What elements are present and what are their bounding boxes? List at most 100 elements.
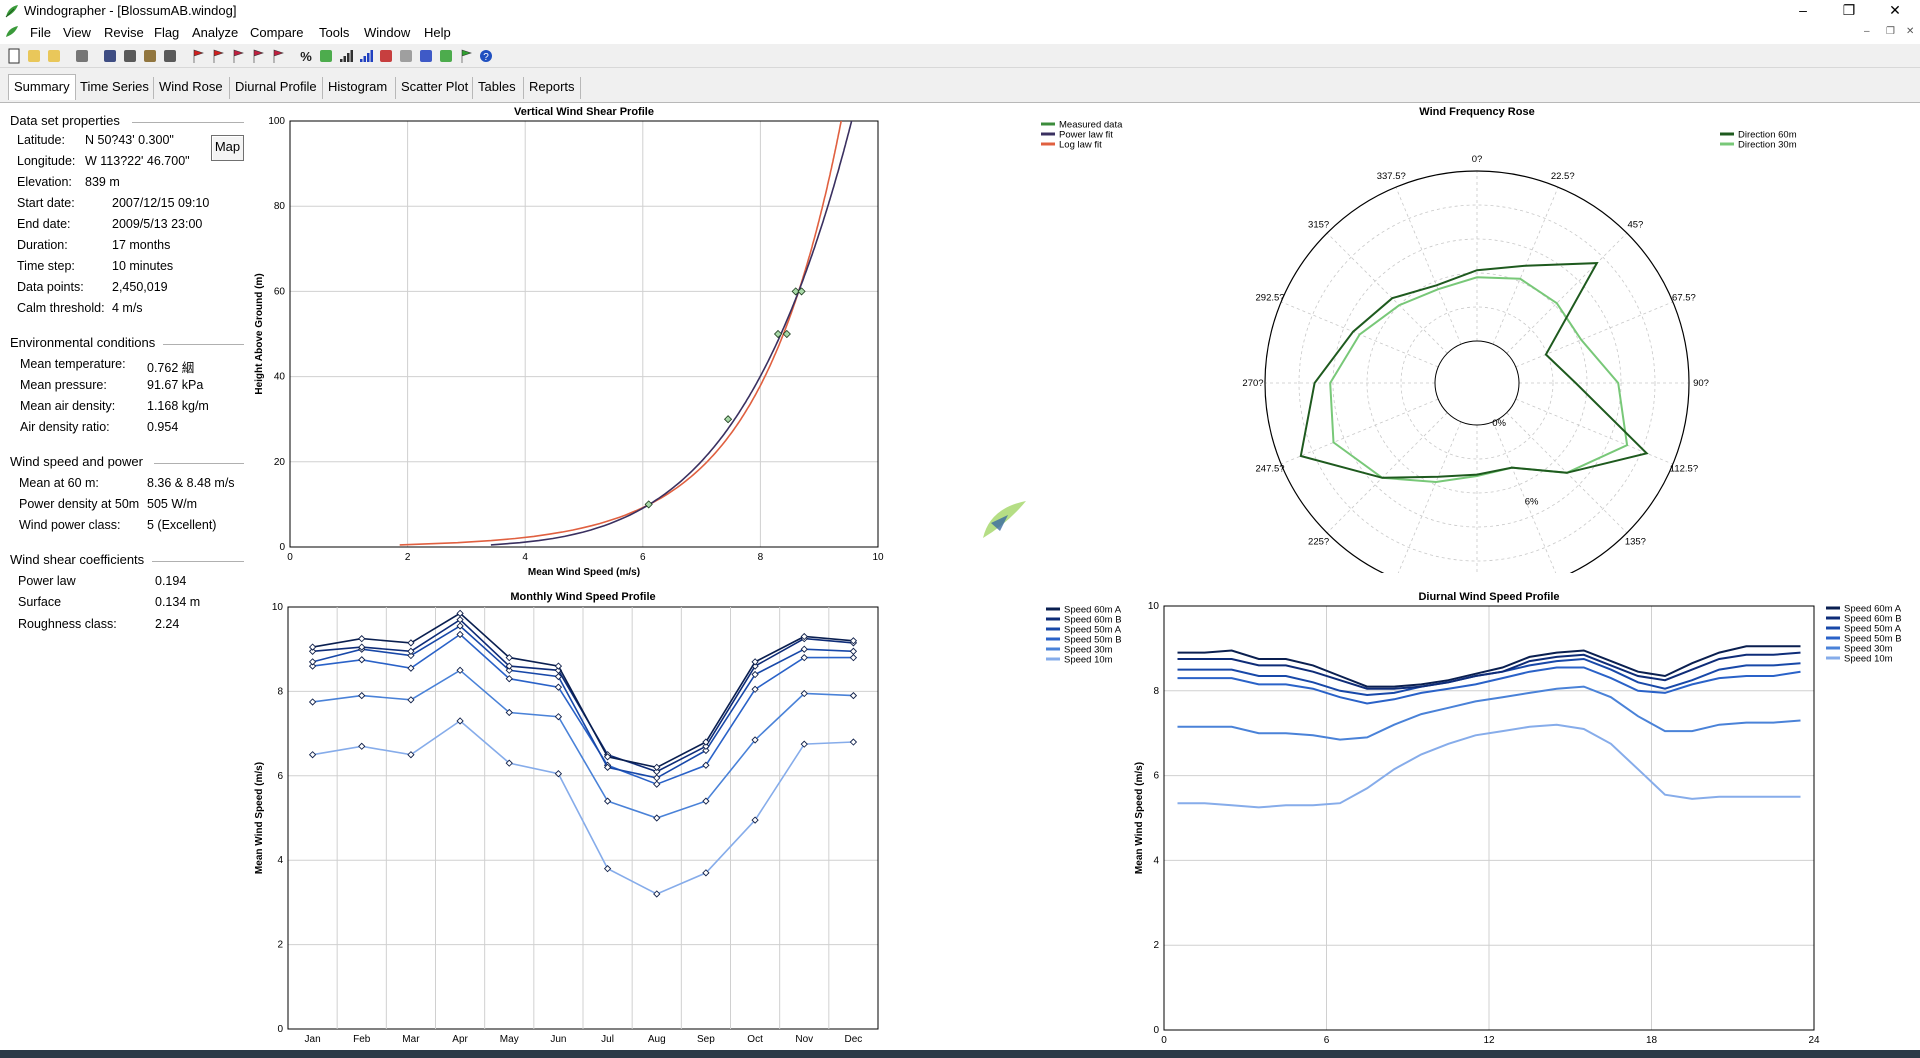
data-point bbox=[308, 751, 317, 759]
menu-help[interactable]: Help bbox=[424, 25, 451, 40]
wind-rose-chart: Wind Frequency Rose 0? 22.5? 45? 67.5? 90? 112… bbox=[1220, 103, 1910, 573]
data-point bbox=[456, 609, 464, 617]
minimize-button[interactable]: – bbox=[1799, 2, 1807, 18]
chart-title: Diurnal Wind Speed Profile bbox=[1418, 591, 1559, 603]
open-folder-icon[interactable] bbox=[26, 48, 42, 64]
tab-reports[interactable]: Reports bbox=[523, 77, 581, 99]
start-date-value: 2007/12/15 09:10 bbox=[112, 196, 210, 210]
legend-label: Speed 60m A bbox=[1064, 605, 1122, 616]
angular-gridline bbox=[1326, 412, 1448, 534]
menu-compare[interactable]: Compare bbox=[250, 25, 304, 40]
y-axis-label: Height Above Ground (m) bbox=[254, 273, 265, 394]
flag-green-icon[interactable] bbox=[458, 48, 474, 64]
wind-shear-chart: Vertical Wind Shear Profile 0 20 40 60 80 100 0… bbox=[248, 103, 1128, 583]
data-point bbox=[800, 740, 808, 748]
y-axis-label: Mean Wind Speed (m/s) bbox=[1134, 762, 1145, 874]
menu-window[interactable]: Window bbox=[364, 25, 411, 40]
menu-tools[interactable]: Tools bbox=[319, 25, 350, 40]
title-bar: Windographer - [BlossumAB.windog] – ❐ ✕ bbox=[0, 0, 1920, 22]
bars-icon[interactable] bbox=[338, 48, 354, 64]
data-point bbox=[358, 635, 366, 643]
x-tick-label: 0 bbox=[287, 552, 293, 563]
x-axis-label: Mean Wind Speed (m/s) bbox=[528, 567, 640, 578]
measured-data-point bbox=[644, 500, 653, 509]
data-point bbox=[358, 742, 366, 750]
series-line bbox=[1177, 685, 1801, 741]
longitude-label: Longitude: bbox=[17, 154, 76, 168]
tab-wind-rose[interactable]: Wind Rose bbox=[153, 77, 228, 99]
direction-label: 315? bbox=[1308, 220, 1329, 231]
flag-edit-icon[interactable] bbox=[230, 48, 246, 64]
sparkle-icon[interactable] bbox=[318, 48, 334, 64]
direction-label: 337.5? bbox=[1377, 171, 1406, 182]
data-point bbox=[407, 751, 415, 759]
angular-gridline bbox=[1515, 398, 1674, 465]
menu-view[interactable]: View bbox=[63, 25, 91, 40]
save-icon[interactable] bbox=[74, 48, 90, 64]
histogram-icon[interactable] bbox=[358, 48, 374, 64]
close-button[interactable]: ✕ bbox=[1889, 2, 1901, 18]
arrow-up-icon[interactable] bbox=[438, 48, 454, 64]
tab-time-series[interactable]: Time Series bbox=[74, 77, 154, 99]
y-tick-label: 2 bbox=[1153, 940, 1159, 951]
flag-add-icon[interactable] bbox=[210, 48, 226, 64]
diurnal-profile-chart: Diurnal Wind Speed Profile 0 2 4 6 8 10 0 6 12 18 2… bbox=[1128, 587, 1918, 1047]
direction-label: 270? bbox=[1242, 378, 1263, 389]
open-folder-2-icon[interactable] bbox=[46, 48, 62, 64]
flag-remove-icon[interactable] bbox=[250, 48, 266, 64]
menu-file[interactable]: File bbox=[30, 25, 51, 40]
flag-red-icon[interactable] bbox=[190, 48, 206, 64]
map-button[interactable]: Map bbox=[211, 135, 244, 161]
x-tick-label: 6 bbox=[1324, 1035, 1330, 1046]
legend-label: Direction 60m bbox=[1738, 130, 1797, 141]
percent-icon[interactable]: % bbox=[298, 48, 314, 64]
mdi-close-button[interactable]: ✕ bbox=[1906, 26, 1915, 37]
pressure-label: Mean pressure: bbox=[20, 378, 107, 392]
section-divider bbox=[152, 561, 244, 562]
tab-diurnal-profile[interactable]: Diurnal Profile bbox=[229, 77, 322, 99]
menu-flag[interactable]: Flag bbox=[154, 25, 180, 40]
tab-tables[interactable]: Tables bbox=[472, 77, 521, 99]
arrows-icon[interactable] bbox=[418, 48, 434, 64]
menu-analyze[interactable]: Analyze bbox=[192, 25, 239, 40]
turbine-icon[interactable] bbox=[378, 48, 394, 64]
summary-panel: Data set properties Latitude: N 50?43' 0… bbox=[0, 103, 250, 763]
data-point bbox=[653, 763, 661, 771]
mdi-restore-button[interactable]: ❐ bbox=[1886, 26, 1895, 37]
svg-text:?: ? bbox=[483, 52, 489, 63]
svg-text:%: % bbox=[300, 49, 312, 64]
properties-icon[interactable] bbox=[102, 48, 118, 64]
new-file-icon[interactable] bbox=[6, 48, 22, 64]
log-law-fit-line bbox=[399, 121, 843, 546]
legend-label: Speed 30m bbox=[1844, 644, 1893, 655]
calm-threshold-value: 4 m/s bbox=[112, 301, 143, 315]
power-density-label: Power density at 50m bbox=[19, 497, 140, 511]
flag-filter-icon[interactable] bbox=[270, 48, 286, 64]
mdi-minimize-button[interactable]: – bbox=[1864, 26, 1870, 37]
help-icon[interactable]: ? bbox=[478, 48, 494, 64]
tab-scatter-plot[interactable]: Scatter Plot bbox=[395, 77, 474, 99]
triangle-icon[interactable] bbox=[398, 48, 414, 64]
data-point bbox=[800, 645, 808, 653]
power-class-label: Wind power class: bbox=[19, 518, 121, 532]
clock-icon[interactable] bbox=[122, 48, 138, 64]
x-tick-label: Feb bbox=[353, 1034, 371, 1045]
list-icon[interactable] bbox=[162, 48, 178, 64]
wind-rose-svg: Wind Frequency Rose 0? 22.5? 45? 67.5? 90? 112… bbox=[1242, 106, 1797, 573]
radial-gridline bbox=[1400, 306, 1554, 460]
data-point bbox=[505, 675, 513, 683]
data-point bbox=[800, 654, 808, 662]
measured-data-point bbox=[797, 287, 806, 296]
menu-revise[interactable]: Revise bbox=[104, 25, 144, 40]
tab-histogram[interactable]: Histogram bbox=[322, 77, 393, 99]
gear-icon[interactable] bbox=[142, 48, 158, 64]
direction-label: 90? bbox=[1693, 378, 1709, 389]
data-point bbox=[358, 656, 366, 664]
restore-button[interactable]: ❐ bbox=[1842, 2, 1856, 18]
tab-summary[interactable]: Summary bbox=[8, 74, 76, 100]
data-point bbox=[456, 630, 464, 639]
data-point bbox=[358, 643, 366, 651]
direction-label: 225? bbox=[1308, 536, 1329, 547]
measured-data-point bbox=[773, 329, 783, 339]
start-date-label: Start date: bbox=[17, 196, 75, 210]
